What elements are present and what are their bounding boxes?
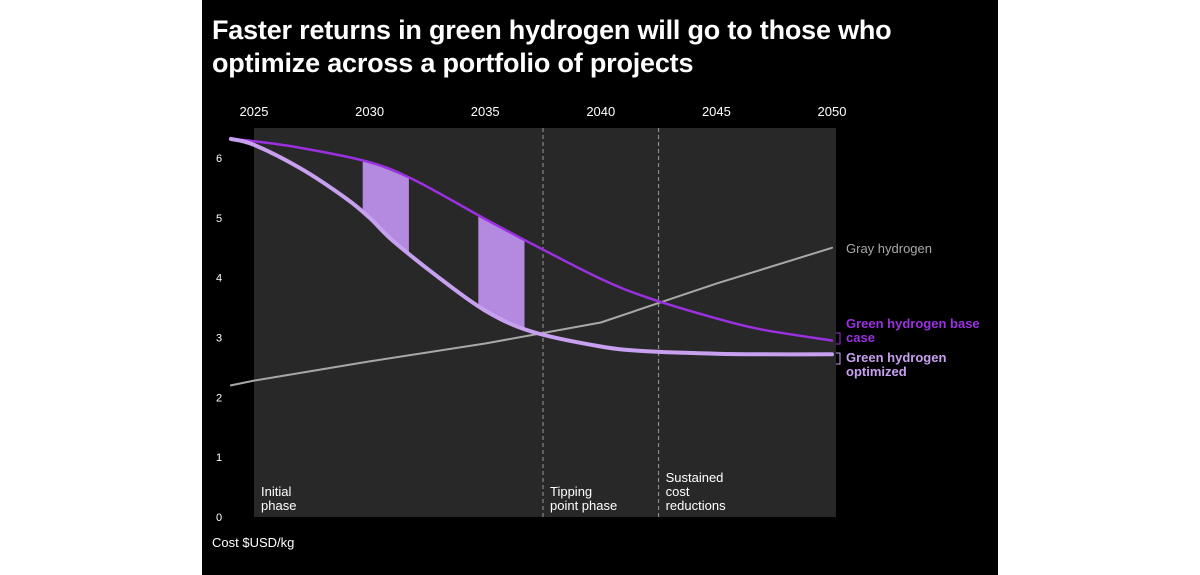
series-label-green-opt-line1: Green hydrogen bbox=[846, 350, 946, 365]
bracket-green-base bbox=[836, 332, 841, 345]
chart-panel: Faster returns in green hydrogen will go… bbox=[202, 0, 998, 575]
phase-label: phase bbox=[261, 498, 296, 513]
x-tick-label: 2030 bbox=[355, 104, 384, 119]
chart-title: Faster returns in green hydrogen will go… bbox=[212, 15, 892, 78]
series-label-gray-hydrogen: Gray hydrogen bbox=[846, 241, 932, 256]
y-axis-label: Cost $USD/kg bbox=[212, 535, 294, 550]
phase-label: reductions bbox=[666, 498, 726, 513]
shaded-gap bbox=[478, 215, 525, 329]
x-tick-label: 2050 bbox=[818, 104, 847, 119]
y-tick-label: 2 bbox=[216, 392, 222, 404]
phase-label: Initial bbox=[261, 484, 291, 499]
phase-label: Tipping bbox=[550, 484, 592, 499]
y-tick-label: 6 bbox=[216, 153, 222, 165]
x-tick-label: 2040 bbox=[586, 104, 615, 119]
y-tick-label: 3 bbox=[216, 333, 222, 345]
y-tick-label: 5 bbox=[216, 213, 222, 225]
y-tick-label: 1 bbox=[216, 452, 222, 464]
series-label-green-opt-line2: optimized bbox=[846, 364, 907, 379]
series-line-green-hydrogen-optimized bbox=[228, 136, 834, 357]
phase-label: cost bbox=[666, 484, 690, 499]
y-tick-label: 0 bbox=[216, 512, 222, 524]
phase-label: Sustained bbox=[666, 470, 724, 485]
series-line-green-hydrogen-base-case bbox=[229, 137, 834, 342]
series-line-gray-hydrogen bbox=[229, 246, 833, 387]
shaded-gap bbox=[362, 160, 409, 254]
chart: 2025 2030 2035 2040 2045 2050 0 1 2 3 4 5 6 Cost $USD… bbox=[212, 104, 980, 550]
phase-label: point phase bbox=[550, 498, 617, 513]
series-label-green-base-line2: case bbox=[846, 330, 875, 345]
bracket-green-optimized bbox=[836, 352, 841, 365]
series-label-green-base-line1: Green hydrogen base bbox=[846, 316, 980, 331]
y-tick-label: 4 bbox=[216, 273, 222, 285]
plot-area bbox=[254, 128, 836, 517]
x-tick-label: 2035 bbox=[471, 104, 500, 119]
x-tick-label: 2025 bbox=[240, 104, 269, 119]
x-tick-label: 2045 bbox=[702, 104, 731, 119]
